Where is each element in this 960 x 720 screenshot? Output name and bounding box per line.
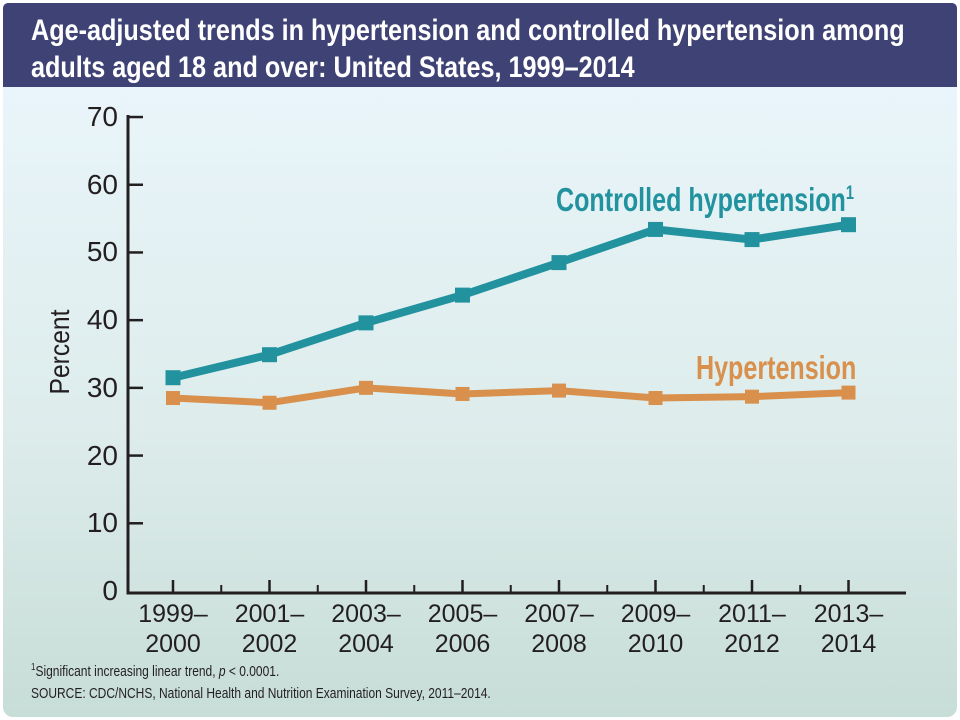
figure-title-line1: Age-adjusted trends in hypertension and … — [31, 14, 905, 47]
footnote-text: Significant increasing linear trend, — [35, 663, 219, 680]
y-tick-label: 60 — [86, 168, 118, 200]
footnote-text: < 0.0001. — [225, 663, 280, 680]
y-tick-label: 0 — [102, 575, 118, 606]
x-tick-label: 2003– 2004 — [331, 600, 401, 658]
y-axis-tick-labels: 0 10 20 30 40 50 60 70 — [0, 0, 118, 720]
y-tick-label: 70 — [86, 101, 118, 133]
y-tick-label: 20 — [86, 439, 118, 471]
footnote-marker-icon: 1 — [845, 183, 854, 204]
series-label-controlled-hypertension: Controlled hypertension1 — [556, 181, 854, 219]
footnote-superscript: 1 — [31, 662, 36, 673]
y-tick-label: 30 — [86, 371, 118, 403]
x-tick-label: 2013– 2014 — [813, 600, 884, 658]
footnote-source: SOURCE: CDC/NCHS, National Health and Nu… — [31, 685, 491, 702]
x-tick-label: 2001– 2002 — [234, 600, 305, 658]
y-tick-label: 10 — [86, 507, 118, 539]
footnote-significance: 1Significant increasing linear trend, p … — [31, 662, 279, 680]
x-tick-label: 2007– 2008 — [524, 600, 594, 658]
y-tick-label: 50 — [86, 236, 118, 268]
x-tick-label: 2011– 2012 — [718, 600, 786, 658]
figure-title-line2: adults aged 18 and over: United States, … — [31, 51, 635, 84]
series-label-text: Controlled hypertension — [556, 181, 846, 218]
x-tick-label: 2005– 2006 — [427, 600, 498, 658]
title-bar: Age-adjusted trends in hypertension and … — [3, 3, 957, 87]
x-tick-label: 1999– 2000 — [138, 600, 208, 658]
series-label-hypertension: Hypertension — [696, 349, 856, 387]
series-label-text: Hypertension — [696, 349, 857, 386]
x-tick-label: 2009– 2010 — [620, 600, 691, 658]
footnote-p-symbol: p — [218, 663, 226, 680]
chart-background — [3, 87, 957, 717]
y-tick-label: 40 — [86, 304, 118, 336]
